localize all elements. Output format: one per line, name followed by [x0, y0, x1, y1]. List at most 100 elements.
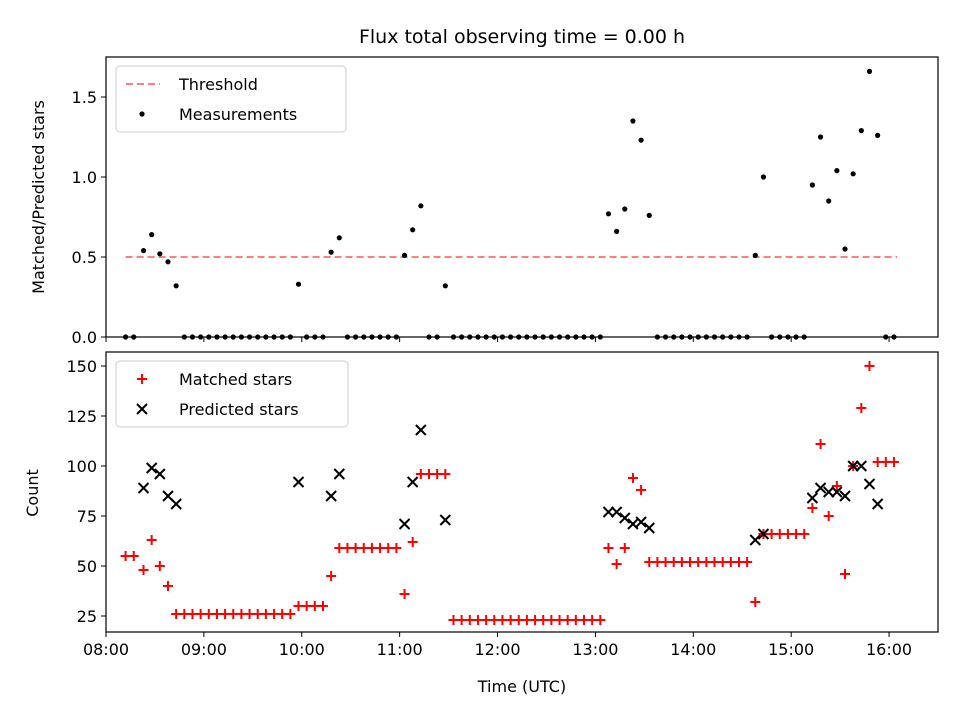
data-point [610, 506, 623, 518]
data-point [847, 460, 859, 472]
data-point [826, 198, 832, 204]
legend: Threshold Measurements [115, 65, 347, 133]
data-point [398, 518, 411, 530]
x-tick-label: 09:00 [181, 640, 227, 659]
data-point [823, 511, 834, 521]
data-point [842, 246, 848, 252]
data-point [619, 543, 630, 553]
data-point [146, 535, 157, 545]
plot-frame [105, 351, 939, 633]
data-point [839, 490, 851, 502]
data-point [619, 512, 631, 524]
data-point [595, 615, 606, 625]
data-point [410, 227, 416, 233]
plot-frame [105, 56, 939, 338]
data-point [440, 469, 451, 479]
data-point [415, 424, 427, 436]
data-point [822, 486, 835, 498]
data-point [439, 514, 452, 526]
data-point [317, 601, 328, 611]
data-point [622, 206, 628, 212]
data-point [328, 249, 334, 255]
y-tick-label: 0.0 [72, 328, 97, 347]
data-point [170, 498, 182, 510]
data-point [391, 543, 402, 553]
data-point [646, 212, 652, 218]
x-tick-label: 14:00 [670, 640, 716, 659]
data-point [635, 516, 647, 528]
data-point [858, 128, 864, 134]
data-point [815, 439, 826, 449]
x-tick-label: 10:00 [279, 640, 325, 659]
data-point [292, 476, 305, 488]
data-point [840, 569, 851, 579]
bottom-panel: 25 50 75 100 125 150 08:00 09:00 10:00 11:00 12:00… [66, 351, 939, 659]
data-point [752, 252, 758, 258]
data-point [128, 551, 139, 561]
data-point [799, 529, 810, 539]
legend-marker [139, 111, 145, 117]
data-point [325, 490, 337, 502]
x-tick-label: 08:00 [83, 640, 129, 659]
x-tick-label: 12:00 [474, 640, 520, 659]
legend-box [115, 65, 347, 133]
data-point [137, 482, 150, 494]
data-point [399, 589, 410, 599]
y-axis-label-bottom: Count [23, 469, 42, 517]
data-point [336, 235, 342, 241]
legend-entry: Threshold [178, 75, 258, 94]
data-point [401, 252, 408, 258]
y-tick-label: 100 [66, 457, 97, 476]
data-point [614, 228, 620, 234]
data-point [165, 259, 171, 265]
data-point [145, 462, 158, 474]
data-point [856, 403, 867, 413]
data-point [407, 537, 418, 547]
x-tick-label: 11:00 [377, 640, 423, 659]
y-tick-label: 25 [77, 607, 97, 626]
data-point [888, 457, 899, 467]
chart-title: Flux total observing time = 0.00 h [359, 26, 685, 48]
y-tick-label: 50 [77, 557, 97, 576]
data-point [138, 565, 149, 575]
data-point [834, 168, 840, 174]
data-point [749, 534, 761, 546]
data-point [149, 232, 155, 238]
legend-entry: Measurements [179, 105, 297, 124]
data-point [864, 361, 875, 371]
data-point [157, 251, 163, 257]
data-point [285, 609, 296, 619]
data-point [750, 597, 761, 607]
data-point [638, 137, 644, 143]
data-point [162, 581, 173, 591]
data-point [643, 522, 655, 534]
data-point [807, 503, 818, 513]
y-tick-label: 150 [66, 357, 97, 376]
data-point [760, 174, 767, 180]
x-axis-label: Time (UTC) [477, 677, 566, 696]
data-point [605, 211, 612, 217]
data-point [333, 468, 345, 480]
data-point [611, 559, 622, 569]
data-point [831, 486, 843, 498]
data-point [809, 182, 815, 188]
data-point [831, 481, 842, 491]
data-point [326, 571, 337, 581]
data-point [742, 557, 753, 567]
data-point [442, 283, 448, 289]
data-point [173, 283, 179, 289]
y-tick-label: 75 [77, 507, 97, 526]
legend-marker [137, 374, 147, 384]
top-panel: 0.0 0.5 1.0 1.5 Threshold Measurements [72, 56, 939, 347]
y-axis-label-top: Matched/Predicted stars [29, 100, 48, 294]
data-point [418, 203, 424, 209]
x-tick-label: 13:00 [572, 640, 618, 659]
legend-marker [136, 403, 148, 415]
data-point [406, 476, 419, 488]
x-tick-label: 15:00 [768, 640, 814, 659]
data-point [806, 492, 819, 504]
data-point [814, 482, 827, 494]
data-point [295, 281, 302, 287]
y-tick-label: 1.5 [72, 88, 97, 107]
